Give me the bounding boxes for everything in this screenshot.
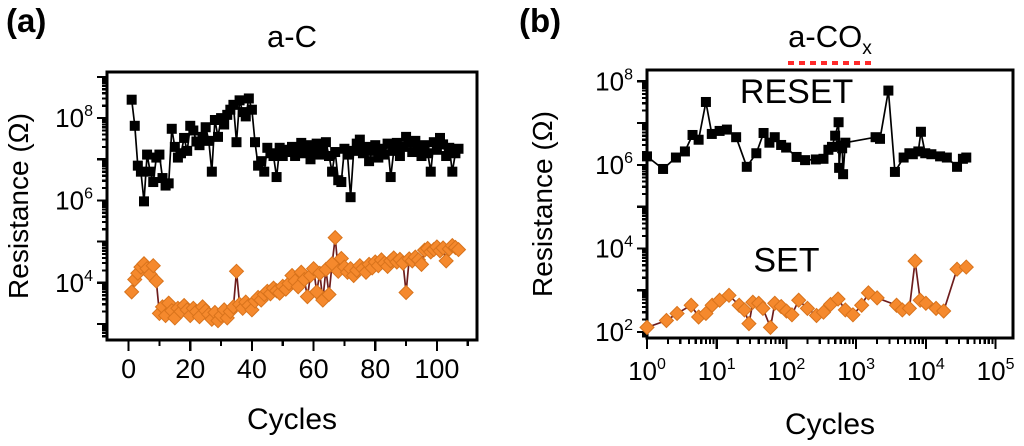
x-tick-label: 40 [237, 354, 267, 384]
x-axis-label-a: Cycles [246, 403, 337, 436]
x-tick-label: 103 [837, 356, 875, 386]
y-axis-label-b: Resistance (Ω) [527, 111, 558, 297]
chart-title-b-text: a-COx [788, 19, 872, 66]
x-tick-label: 60 [299, 354, 329, 384]
x-tick-label: 100 [628, 356, 666, 386]
panel-label-b: (b) [519, 2, 562, 39]
x-tick-label: 0 [121, 354, 136, 384]
y-tick-label: 108 [595, 66, 633, 96]
y-axis-label-a: Resistance (Ω) [3, 113, 34, 299]
y-tick-label: 102 [595, 317, 633, 347]
x-tick-label: 104 [907, 356, 945, 386]
x-tick-label: 20 [175, 354, 205, 384]
plot-b-svg: 102 104 106 108 100 101 102 103 104 105 RESET SET [595, 66, 1015, 386]
y-tick-label: 104 [595, 234, 633, 264]
reset-series-b [642, 85, 972, 180]
x-tick-label: 80 [360, 354, 390, 384]
y-tick-label: 104 [55, 268, 93, 298]
y-tick-label: 106 [595, 150, 633, 180]
plot-a-svg: 104 106 108 0 20 40 60 80 100 [55, 70, 479, 384]
title-underline [788, 61, 872, 66]
x-tick-label: 105 [977, 356, 1015, 386]
x-axis-label-b: Cycles [784, 408, 875, 441]
x-tick-label: 102 [768, 356, 806, 386]
x-tick-label: 101 [698, 356, 736, 386]
chart-title-b: a-COx [647, 19, 1013, 66]
set-series-a [123, 229, 467, 329]
chart-title-b-main: a-CO [788, 19, 863, 54]
y-tick-label: 108 [55, 103, 93, 133]
panel-label-a: (a) [6, 2, 47, 39]
set-series-b [639, 253, 974, 336]
chart-title-b-subscript: x [862, 38, 872, 60]
set-label: SET [753, 242, 819, 280]
reset-series-a [126, 93, 464, 207]
y-tick-label: 106 [55, 185, 93, 215]
chart-title-a: a-C [267, 19, 317, 54]
reset-label: RESET [740, 73, 853, 111]
plot-frame-b [645, 68, 1015, 340]
x-tick-label: 100 [414, 354, 459, 384]
